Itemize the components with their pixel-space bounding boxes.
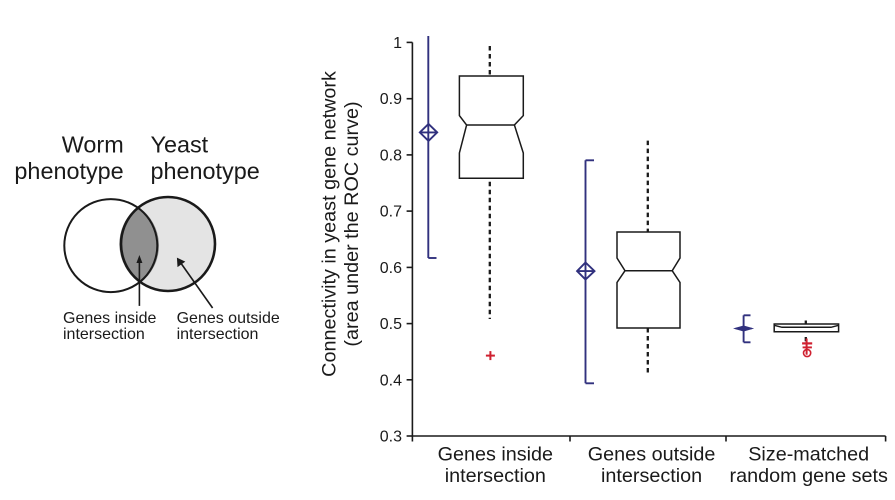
svg-text:0.5: 0.5 <box>380 316 402 333</box>
svg-text:1: 1 <box>393 35 402 52</box>
svg-text:0.4: 0.4 <box>380 372 402 389</box>
svg-text:phenotype: phenotype <box>151 158 260 184</box>
svg-text:Genes inside: Genes inside <box>438 444 553 466</box>
svg-text:0.9: 0.9 <box>380 91 402 108</box>
svg-text:Genes inside: Genes inside <box>63 310 156 327</box>
svg-text:intersection: intersection <box>177 326 259 343</box>
svg-text:0.7: 0.7 <box>380 204 402 221</box>
svg-text:Yeast: Yeast <box>151 132 209 158</box>
svg-text:Size-matched: Size-matched <box>748 444 869 466</box>
svg-text:Genes outside: Genes outside <box>588 444 716 466</box>
svg-text:Genes outside: Genes outside <box>177 310 280 327</box>
svg-text:0.3: 0.3 <box>380 429 402 446</box>
svg-text:intersection: intersection <box>63 326 145 343</box>
svg-text:(area under the ROC curve): (area under the ROC curve) <box>341 101 363 346</box>
svg-text:random gene sets: random gene sets <box>730 465 888 487</box>
svg-text:intersection: intersection <box>445 465 546 487</box>
svg-text:0.8: 0.8 <box>380 147 402 164</box>
svg-text:0.6: 0.6 <box>380 260 402 277</box>
svg-text:Worm: Worm <box>62 132 124 158</box>
svg-text:intersection: intersection <box>601 465 702 487</box>
svg-text:phenotype: phenotype <box>14 158 123 184</box>
svg-text:Connectivity in yeast gene net: Connectivity in yeast gene network <box>318 71 340 377</box>
